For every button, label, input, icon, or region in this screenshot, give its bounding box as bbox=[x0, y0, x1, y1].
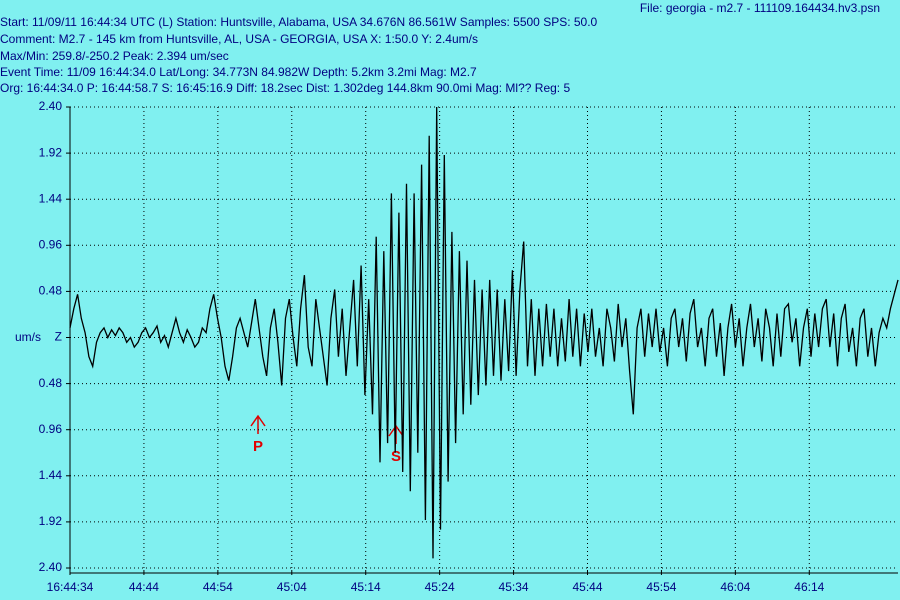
y-tick-label: 0.48 bbox=[39, 376, 63, 390]
p-arrow bbox=[250, 414, 266, 434]
x-tick-label: 46:14 bbox=[794, 580, 824, 594]
x-tick-label: 44:54 bbox=[203, 580, 233, 594]
y-tick-label: 0.96 bbox=[39, 422, 63, 436]
x-tick-label: 46:04 bbox=[720, 580, 750, 594]
y-tick-label: 2.40 bbox=[39, 99, 63, 113]
header-line: Start: 11/09/11 16:44:34 UTC (L) Station… bbox=[0, 15, 598, 29]
y-tick-label: 0.48 bbox=[39, 284, 63, 298]
header-line: Max/Min: 259.8/-250.2 Peak: 2.394 um/sec bbox=[0, 49, 229, 63]
p-marker: P bbox=[253, 438, 263, 455]
y-tick-label: 1.92 bbox=[39, 514, 63, 528]
x-tick-label: 45:54 bbox=[646, 580, 676, 594]
y-tick-label: Z bbox=[55, 330, 62, 344]
header-line: Org: 16:44:34.0 P: 16:44:58.7 S: 16:45:1… bbox=[0, 81, 570, 95]
y-tick-label: 1.44 bbox=[39, 191, 63, 205]
y-axis-label: um/s bbox=[15, 330, 41, 344]
header-line: Event Time: 11/09 16:44:34.0 Lat/Long: 3… bbox=[0, 65, 477, 79]
x-tick-label: 45:24 bbox=[425, 580, 455, 594]
x-tick-label: 16:44:34 bbox=[47, 580, 94, 594]
x-tick-label: 45:44 bbox=[572, 580, 602, 594]
header-line: Comment: M2.7 - 145 km from Huntsville, … bbox=[0, 32, 478, 46]
x-tick-label: 45:14 bbox=[351, 580, 381, 594]
x-tick-label: 45:04 bbox=[277, 580, 307, 594]
file-name: File: georgia - m2.7 - 111109.164434.hv3… bbox=[640, 1, 880, 15]
y-tick-label: 0.96 bbox=[39, 237, 63, 251]
x-tick-label: 44:44 bbox=[129, 580, 159, 594]
y-tick-label: 1.92 bbox=[39, 145, 63, 159]
trace bbox=[69, 106, 899, 559]
y-tick-label: 1.44 bbox=[39, 468, 63, 482]
s-marker: S bbox=[391, 448, 401, 465]
y-tick-label: 2.40 bbox=[39, 560, 63, 574]
x-tick-label: 45:34 bbox=[499, 580, 529, 594]
